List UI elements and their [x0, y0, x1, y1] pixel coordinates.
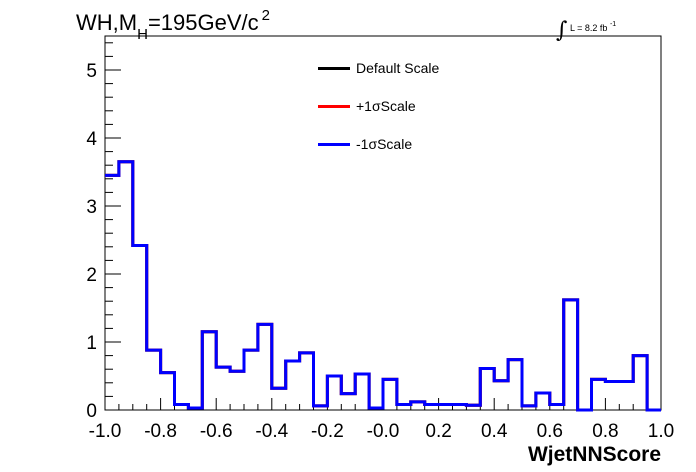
y-tick-label: 2 — [86, 265, 97, 286]
luminosity-superscript: -1 — [609, 21, 617, 28]
legend-swatch — [318, 66, 350, 70]
integral-symbol: ∫ — [556, 18, 568, 43]
y-tick-label: 1 — [86, 333, 97, 354]
legend-swatch — [318, 142, 350, 146]
y-tick-label: 3 — [86, 197, 97, 218]
x-axis-label: WjetNNScore — [528, 443, 661, 466]
legend-label: Default Scale — [356, 60, 440, 76]
x-tick-label: -0.4 — [255, 421, 288, 442]
title-main: WH,M — [76, 10, 138, 35]
x-tick-label: -0.8 — [144, 421, 177, 442]
title-rest: =195GeV/c — [147, 10, 259, 35]
x-tick-label: -1.0 — [89, 421, 122, 442]
chart-title: WH,MH=195GeV/c 2 — [76, 7, 270, 43]
title-subscript: H — [137, 26, 148, 43]
x-tick-label: -0.0 — [367, 421, 400, 442]
series-line-3 — [105, 160, 661, 412]
luminosity-text: L = 8.2 fb — [569, 23, 608, 33]
legend-swatch — [318, 104, 350, 108]
legend-entry: +1σScale — [318, 96, 416, 116]
x-tick-label: 0.2 — [425, 421, 451, 442]
title-superscript: 2 — [261, 7, 270, 24]
legend-entry: Default Scale — [318, 58, 439, 78]
legend-label: +1σScale — [356, 98, 416, 114]
legend-entry: -1σScale — [318, 134, 412, 154]
x-tick-label: 0.4 — [481, 421, 508, 442]
y-tick-label: 0 — [86, 401, 97, 422]
x-tick-label: 0.6 — [537, 421, 563, 442]
x-tick-label: -0.6 — [200, 421, 233, 442]
y-tick-label: 5 — [86, 61, 97, 82]
luminosity-label: ∫ L = 8.2 fb -1 — [556, 12, 617, 43]
x-tick-label: -0.2 — [311, 421, 344, 442]
legend-label: -1σScale — [356, 136, 413, 152]
x-tick-label: 0.8 — [592, 421, 618, 442]
x-tick-label: 1.0 — [648, 421, 674, 442]
y-tick-label: 4 — [86, 129, 97, 150]
